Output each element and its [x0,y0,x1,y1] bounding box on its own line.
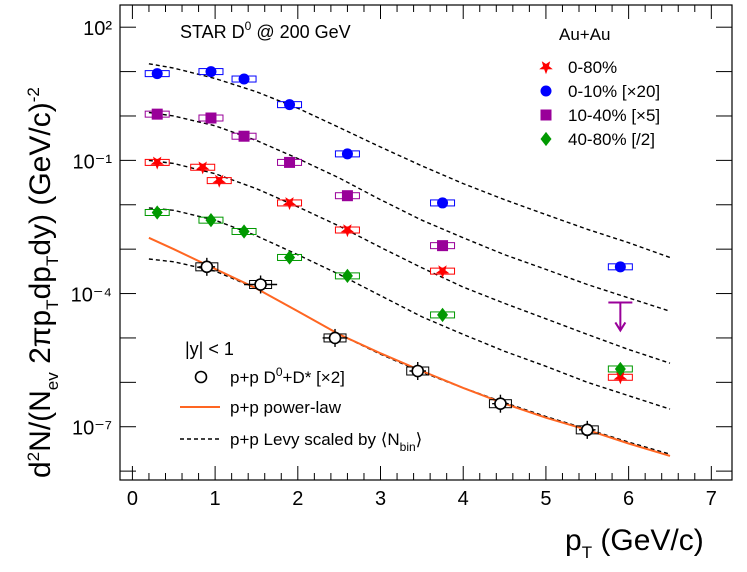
data-point [437,307,449,323]
y-axis-title-text: dy) (GeV/c) [24,102,57,255]
data-point [205,112,217,124]
y-axis-title-sup2: 2 [24,452,43,461]
y-tick-label: 10⁻⁴ [71,285,112,307]
x-tick-label: 1 [210,488,221,510]
pp-powerlaw-curve [148,236,671,457]
y-axis-title-text: 2πp [24,310,57,372]
data-point [205,66,217,78]
legend-label: 40-80% [/2] [568,130,655,149]
data-point [238,130,250,142]
x-axis-title: pT (GeV/c) [565,524,704,562]
legend-label-levy-prefix: p+p Levy scaled by [230,430,381,449]
y-tick-label: 10² [83,18,112,40]
legend-pp: p+p D0+D* [×2] p+p power-law p+p Levy sc… [180,365,422,454]
legend-label-pp-sup: 0 [276,365,283,379]
data-point [613,371,628,385]
levy-curve [148,63,671,259]
data-point [195,161,210,175]
legend-label-pp-text: +D* [×2] [283,368,345,387]
legend-label-pp-levy: p+p Levy scaled by ⟨Nbin⟩ [230,430,422,454]
data-point [205,213,217,228]
y-axis-title-text: N/(N [24,390,57,452]
upper-limit-arrow [614,321,627,333]
legend-marker [540,85,552,97]
experiment-label-sup: 0 [245,19,252,33]
data-point [341,190,353,202]
x-tick-label: 5 [540,488,551,510]
experiment-label-text: STAR D [180,22,245,42]
legend-label-pp-text: p+p D [230,368,276,387]
levy-curve [148,111,671,312]
pp-data-point [328,331,342,345]
experiment-label-text: @ 200 GeV [251,22,350,42]
x-tick-label: 7 [706,488,717,510]
y-axis-title-sup-minus2: -2 [24,87,43,102]
data-point [151,108,163,120]
legend-entries: 0-80% 0-10% [×20] 10-40% [×5] 40-80% [/2] [539,58,660,149]
legend-label: 10-40% [×5] [568,106,660,125]
x-tick-label: 3 [375,488,386,510]
curves [148,63,671,457]
pp-data-point [580,423,594,437]
data-point [282,197,297,211]
x-tick-label: 0 [127,488,138,510]
data-points [144,66,633,439]
legend-label: 0-10% [×20] [568,82,660,101]
legend-marker [540,131,552,147]
data-point [614,261,626,273]
legend-label: 0-80% [568,58,617,77]
y-axis-title: d2N/(Nev 2πpTdpTdy) (GeV/c)-2 [24,87,62,478]
legend-label-levy-close: ⟩ [416,430,423,449]
y-tick-label: 10⁻⁷ [72,418,112,440]
data-point [212,174,226,188]
data-point [435,265,450,279]
pp-data-point [200,260,214,274]
data-point [341,268,353,284]
y-axis-title-sub-t: T [43,299,62,309]
data-point [150,156,164,170]
levy-curve [148,207,671,410]
legend-label-levy-nbin: ⟨N [381,430,400,449]
data-point [437,197,449,209]
pp-data-point [494,397,507,411]
data-point [341,148,353,160]
legend-label-levy-sub: bin [400,440,416,454]
data-point [284,250,296,265]
data-point [238,73,250,85]
data-point [151,68,163,80]
x-axis-title-unit: (GeV/c) [592,524,704,557]
y-axis-title-text: dp [24,266,57,299]
x-tick-label: 2 [292,488,303,510]
x-axis-title-p: p [565,524,582,557]
legend-label-pp-powerlaw: p+p power-law [230,398,342,417]
data-point [340,224,355,238]
data-point [238,224,250,239]
legend-auau: Au+Au 0-80% 0-10% [×20] 10-40% [×5] 40-80% … [539,25,660,149]
levy-curve [148,159,671,364]
x-tick-label: 4 [458,488,469,510]
plot-frame [119,4,733,481]
data-point [284,156,296,168]
experiment-label: STAR D0 @ 200 GeV [180,19,351,42]
legend-title: Au+Au [559,25,611,44]
x-tick-label: 6 [623,488,634,510]
legend-marker [539,61,553,75]
data-point [614,361,626,377]
y-axis-title-text: d [24,461,57,478]
data-point [151,205,163,220]
data-point [284,99,296,111]
legend-label-pp-data: p+p D0+D* [×2] [230,365,345,387]
pp-data-point [411,364,425,378]
y-axis-title-sub-ev: ev [43,372,62,390]
rapidity-label: |y| < 1 [185,339,234,359]
y-axis-title-sub-t: T [43,256,62,266]
data-point [437,240,449,252]
legend-marker [540,109,552,121]
x-axis-title-sub-t: T [582,543,592,562]
legend-marker-pp-data [194,370,208,384]
pp-data-point [254,278,267,291]
axis-ticks: 0 1 2 3 4 5 6 7 10² 10⁻¹ 10⁻⁴ 10⁻⁷ [71,5,732,510]
y-tick-label: 10⁻¹ [73,151,113,173]
